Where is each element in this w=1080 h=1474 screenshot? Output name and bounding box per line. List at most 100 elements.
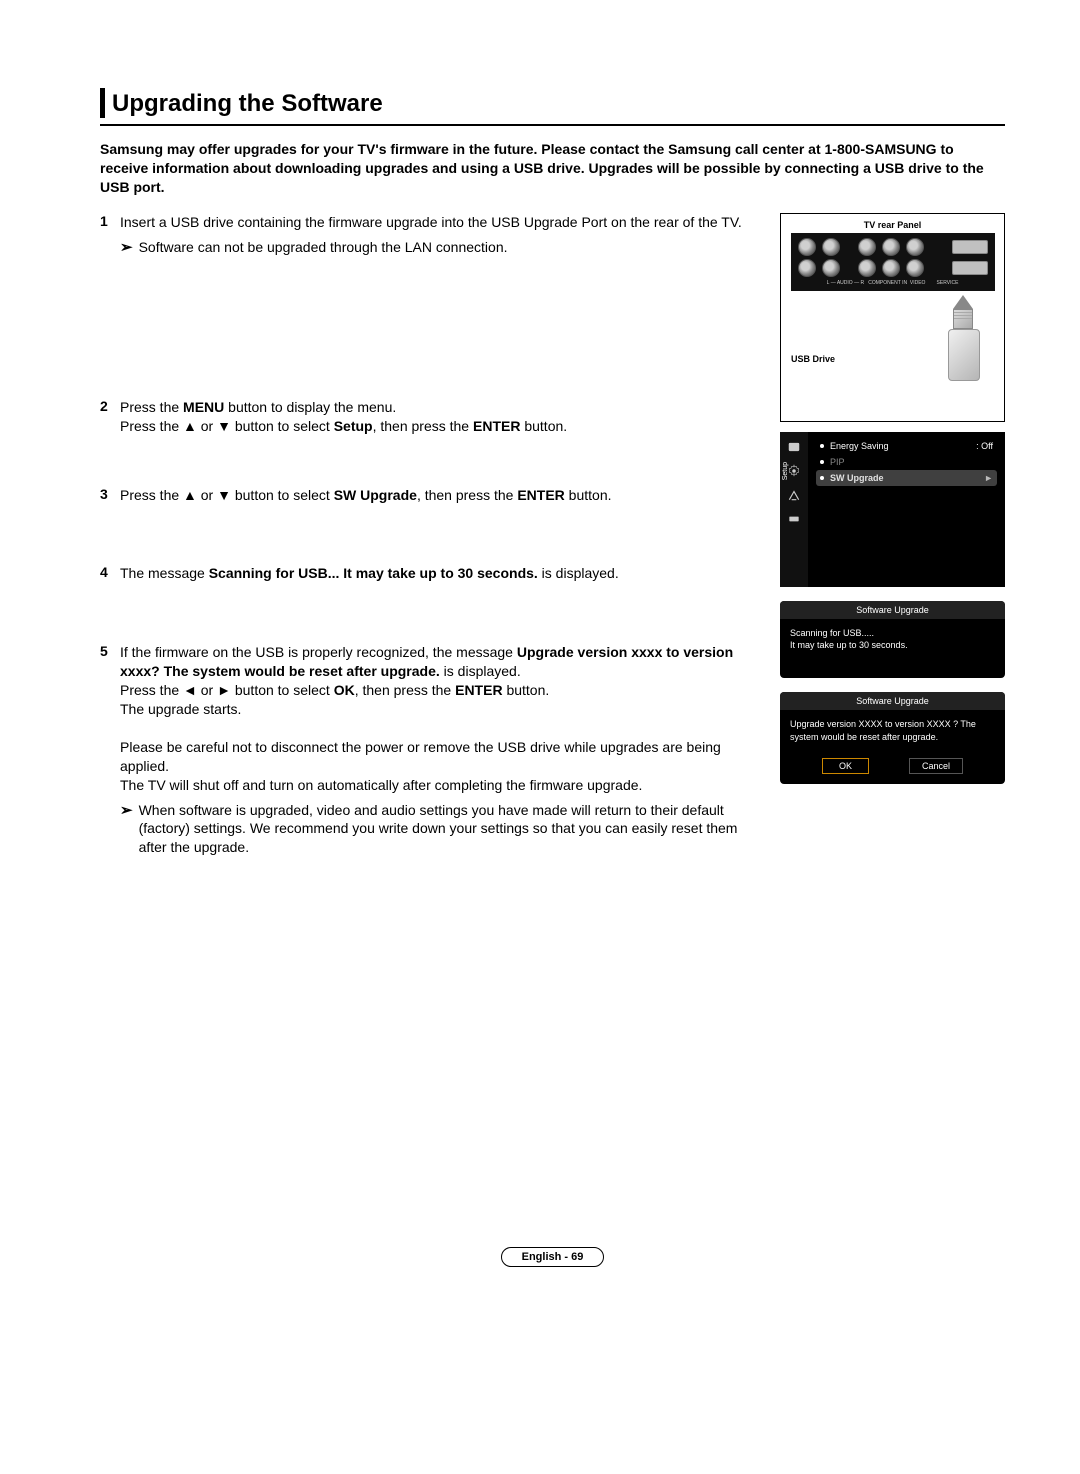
menu-item-sw-upgrade[interactable]: SW Upgrade ► <box>816 470 997 486</box>
text: button. <box>503 682 550 698</box>
step-number: 3 <box>100 486 120 502</box>
text: button. <box>565 487 612 503</box>
sidebar-label: Setup <box>782 462 789 480</box>
title-container: Upgrading the Software <box>100 90 1005 126</box>
page-container: Upgrading the Software Samsung may offer… <box>0 0 1080 1307</box>
dialog-title: Software Upgrade <box>780 601 1005 619</box>
menu-label: SW Upgrade <box>830 473 884 483</box>
step-text: Insert a USB drive containing the firmwa… <box>120 214 742 230</box>
text: Press the <box>120 399 183 415</box>
step-number: 4 <box>100 564 120 580</box>
label: VIDEO <box>910 280 926 286</box>
dialog-buttons: OK Cancel <box>780 758 1005 784</box>
audio-jack-icon <box>906 259 924 277</box>
text-bold: MENU <box>183 399 224 415</box>
text-bold: OK <box>334 682 355 698</box>
setup-menu-screenshot: Setup Energy Saving : Off PIP <box>780 432 1005 587</box>
content-columns: 1 Insert a USB drive containing the firm… <box>100 213 1005 868</box>
title-accent-bar <box>100 88 105 118</box>
port-icon <box>952 240 988 254</box>
pointer-icon: ➢ <box>120 801 133 858</box>
label: SERVICE <box>937 280 959 286</box>
audio-jack-icon <box>858 238 876 256</box>
intro-text: Samsung may offer upgrades for your TV's… <box>100 140 1005 197</box>
upgrade-confirm-dialog: Software Upgrade Upgrade version XXXX to… <box>780 692 1005 783</box>
label: R <box>860 280 864 286</box>
menu-label: Energy Saving <box>830 441 889 451</box>
text-bold: ENTER <box>473 418 520 434</box>
menu-item-pip[interactable]: PIP <box>816 454 997 470</box>
text: The message <box>120 565 209 581</box>
text: Press the ◄ or ► button to select <box>120 682 334 698</box>
up-arrow-icon <box>953 295 973 309</box>
step-body: The message Scanning for USB... It may t… <box>120 564 619 583</box>
audio-jack-icon <box>882 238 900 256</box>
text-bold: SW Upgrade <box>334 487 417 503</box>
text: , then press the <box>417 487 517 503</box>
text: Press the ▲ or ▼ button to select <box>120 487 334 503</box>
chevron-right-icon: ► <box>984 473 993 483</box>
step-4: 4 The message Scanning for USB... It may… <box>100 564 762 583</box>
text: Press the ▲ or ▼ button to select <box>120 418 334 434</box>
audio-jack-icon <box>882 259 900 277</box>
text-bold: Setup <box>334 418 373 434</box>
text: The upgrade starts. <box>120 701 241 717</box>
note-text: When software is upgraded, video and aud… <box>139 801 762 858</box>
connector-row <box>798 238 988 256</box>
text: If the firmware on the USB is properly r… <box>120 644 517 660</box>
text: , then press the <box>355 682 455 698</box>
text-bold: Scanning for USB... It may take up to 30… <box>209 565 538 581</box>
text-bold: ENTER <box>455 682 502 698</box>
text: Please be careful not to disconnect the … <box>120 739 721 774</box>
step-body: If the firmware on the USB is properly r… <box>120 643 762 857</box>
menu-item-energy-saving[interactable]: Energy Saving : Off <box>816 438 997 454</box>
label: COMPONENT IN <box>868 280 907 286</box>
usb-tip <box>953 309 973 329</box>
audio-jack-icon <box>822 238 840 256</box>
menu-label: PIP <box>830 457 845 467</box>
step-note: ➢ When software is upgraded, video and a… <box>120 801 762 858</box>
cancel-button[interactable]: Cancel <box>909 758 963 774</box>
bullet-icon <box>820 460 824 464</box>
dialog-line: It may take up to 30 seconds. <box>790 639 995 652</box>
audio-jack-icon <box>906 238 924 256</box>
page-number-pill: English - 69 <box>501 1247 605 1267</box>
dialog-title: Software Upgrade <box>780 692 1005 710</box>
text: is displayed. <box>538 565 619 581</box>
label: L <box>827 280 830 286</box>
page-footer: English - 69 <box>100 1247 1005 1267</box>
spacer <box>100 514 762 564</box>
menu-sidebar: Setup <box>780 432 808 587</box>
antenna-icon <box>787 488 801 502</box>
menu-main: Energy Saving : Off PIP SW Upgrade ► <box>808 432 1005 587</box>
menu-value: : Off <box>976 441 993 451</box>
label: — AUDIO — <box>831 280 859 286</box>
gear-icon <box>787 464 801 478</box>
step-number: 1 <box>100 213 120 229</box>
input-icon <box>787 512 801 526</box>
usb-drive-label: USB Drive <box>791 354 835 364</box>
text: The TV will shut off and turn on automat… <box>120 777 642 793</box>
tv-rear-panel-illustration: TV rear Panel <box>780 213 1005 422</box>
dialog-message: Upgrade version XXXX to version XXXX ? T… <box>780 710 1005 757</box>
ok-button[interactable]: OK <box>822 758 869 774</box>
spacer <box>100 593 762 643</box>
pointer-icon: ➢ <box>120 238 133 258</box>
text: button. <box>520 418 567 434</box>
steps-column: 1 Insert a USB drive containing the firm… <box>100 213 762 868</box>
audio-jack-icon <box>798 259 816 277</box>
audio-jack-icon <box>798 238 816 256</box>
usb-drive-icon <box>948 309 978 381</box>
connector-row <box>798 259 988 277</box>
dialog-line: Scanning for USB..... <box>790 627 995 640</box>
page-title: Upgrading the Software <box>112 90 1005 118</box>
text-bold: ENTER <box>517 487 564 503</box>
audio-jack-icon <box>858 259 876 277</box>
step-number: 5 <box>100 643 120 659</box>
connector-labels: L — AUDIO — R COMPONENT IN VIDEO SERVICE <box>798 280 988 286</box>
step-number: 2 <box>100 398 120 414</box>
step-body: Insert a USB drive containing the firmwa… <box>120 213 742 258</box>
service-port-icon <box>952 261 988 275</box>
text: , then press the <box>373 418 473 434</box>
step-2: 2 Press the MENU button to display the m… <box>100 398 762 436</box>
